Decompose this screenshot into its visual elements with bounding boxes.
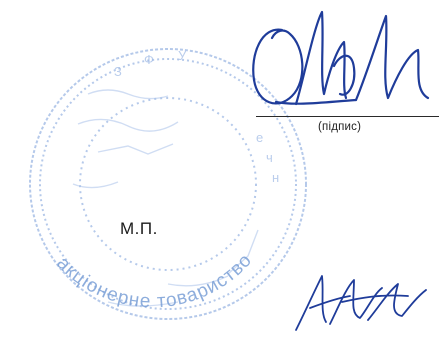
svg-text:акціонерне товариство: акціонерне товариство — [52, 250, 256, 313]
svg-text:У: У — [178, 48, 187, 63]
stamp-ring-text: акціонерне товариство — [52, 250, 255, 313]
svg-text:ч: ч — [266, 150, 273, 165]
svg-text:е: е — [256, 130, 263, 145]
signature-top — [252, 10, 430, 106]
svg-text:Ф: Ф — [144, 52, 154, 67]
signature-bottom — [295, 275, 427, 331]
svg-text:З: З — [114, 64, 122, 79]
official-stamp: акціонерне товариство З Ф У е ч н — [29, 48, 307, 320]
svg-text:н: н — [272, 170, 279, 185]
stamp-place-label: М.П. — [120, 219, 158, 238]
signature-line — [256, 116, 439, 117]
signature-caption: (підпис) — [318, 121, 362, 133]
